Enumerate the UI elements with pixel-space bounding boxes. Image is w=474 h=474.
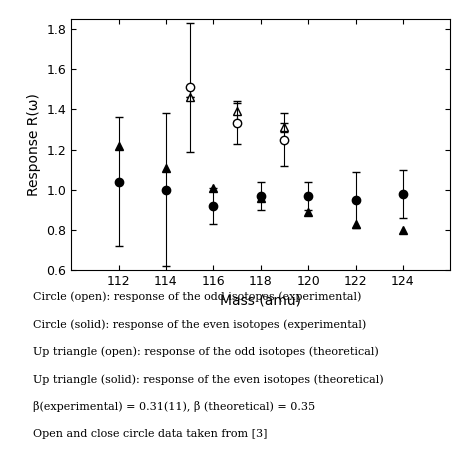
Text: Circle (solid): response of the even isotopes (experimental): Circle (solid): response of the even iso… [33, 319, 366, 329]
X-axis label: Mass (amu): Mass (amu) [220, 293, 301, 308]
Text: Up triangle (solid): response of the even isotopes (theoretical): Up triangle (solid): response of the eve… [33, 374, 384, 384]
Text: Open and close circle data taken from [3]: Open and close circle data taken from [3… [33, 429, 268, 439]
Text: β(experimental) = 0.31(11), β (theoretical) = 0.35: β(experimental) = 0.31(11), β (theoretic… [33, 401, 315, 412]
Text: Up triangle (open): response of the odd isotopes (theoretical): Up triangle (open): response of the odd … [33, 346, 379, 357]
Text: Circle (open): response of the odd isotopes (experimental): Circle (open): response of the odd isoto… [33, 292, 362, 302]
Y-axis label: Response R(ω): Response R(ω) [27, 93, 41, 196]
